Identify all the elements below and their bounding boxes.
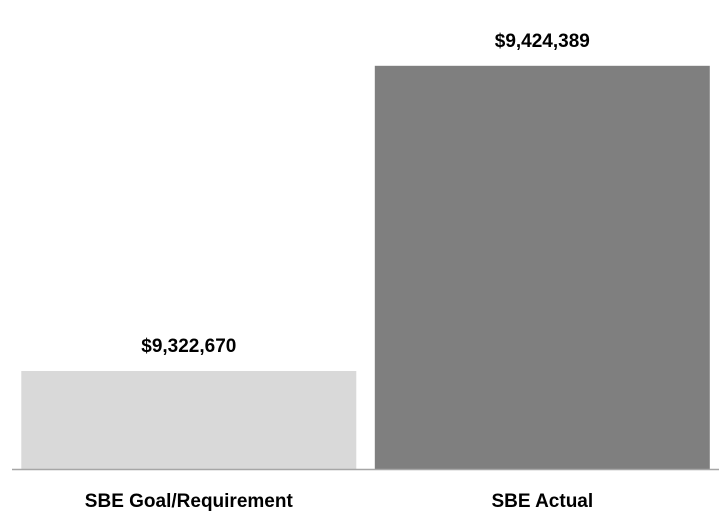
bars-group (21, 65, 710, 470)
data-label-sbe-goal-requirement: $9,322,670 (141, 336, 236, 357)
bar-sbe-actual (374, 65, 710, 470)
category-label-sbe-goal-requirement: SBE Goal/Requirement (85, 491, 294, 512)
category-labels-group: SBE Goal/Requirement SBE Actual (85, 491, 593, 512)
category-label-sbe-actual: SBE Actual (491, 491, 593, 512)
data-label-sbe-actual: $9,424,389 (495, 31, 590, 52)
value-labels-group: $9,322,670 $9,424,389 (141, 31, 590, 357)
bar-sbe-goal-requirement (21, 371, 357, 469)
